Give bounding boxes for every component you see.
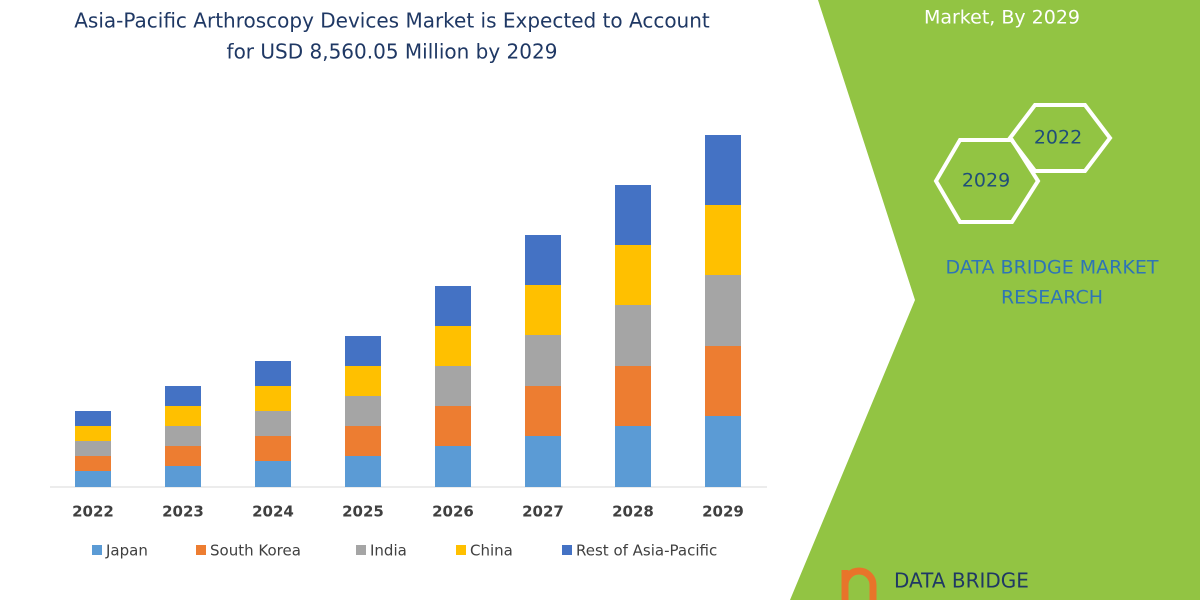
chart-title: Asia-Pacific Arthroscopy Devices Market … — [74, 9, 710, 33]
bar-segment — [345, 456, 381, 487]
bar-segment — [435, 446, 471, 487]
brand-text: RESEARCH — [1001, 287, 1103, 309]
bar-segment — [525, 285, 561, 335]
x-tick-label: 2028 — [612, 503, 654, 521]
x-tick-label: 2024 — [252, 503, 294, 521]
hexagon-label: 2022 — [1034, 127, 1082, 149]
legend-label: India — [370, 542, 407, 560]
bar-segment — [705, 416, 741, 487]
legend-swatch — [196, 545, 206, 555]
bar-segment — [255, 411, 291, 436]
x-tick-label: 2029 — [702, 503, 744, 521]
bar-segment — [75, 441, 111, 456]
brand-text: DATA BRIDGE MARKET — [946, 257, 1159, 279]
x-tick-label: 2023 — [162, 503, 204, 521]
legend-label: South Korea — [210, 542, 301, 560]
bar-segment — [255, 361, 291, 386]
bar-segment — [255, 386, 291, 411]
legend-label: China — [470, 542, 513, 560]
bar-segment — [75, 471, 111, 487]
bar-segment — [705, 205, 741, 275]
bar-segment — [165, 466, 201, 487]
bar-segment — [255, 461, 291, 487]
bar-segment — [345, 396, 381, 426]
bar-segment — [615, 245, 651, 305]
x-tick-label: 2026 — [432, 503, 474, 521]
bar-segment — [525, 335, 561, 386]
bar-segment — [435, 406, 471, 446]
bar-segment — [435, 366, 471, 406]
bar-segment — [435, 286, 471, 326]
x-tick-label: 2022 — [72, 503, 114, 521]
bar-segment — [705, 346, 741, 416]
x-tick-label: 2027 — [522, 503, 564, 521]
bar-segment — [525, 436, 561, 487]
bar-segment — [615, 305, 651, 366]
bar-segment — [435, 326, 471, 366]
hexagon-label: 2029 — [962, 170, 1010, 192]
bar-segment — [705, 275, 741, 346]
bar-segment — [525, 386, 561, 436]
legend-swatch — [562, 545, 572, 555]
hexagon — [933, 138, 1041, 224]
bar-segment — [75, 426, 111, 441]
bar-segment — [165, 386, 201, 406]
bar-segment — [75, 456, 111, 471]
legend-swatch — [92, 545, 102, 555]
bar-segment — [255, 436, 291, 461]
legend-label: Rest of Asia-Pacific — [576, 542, 717, 560]
bar-segment — [345, 366, 381, 396]
bar-segment — [615, 366, 651, 426]
bar-segment — [75, 411, 111, 426]
legend-label: Japan — [105, 542, 148, 560]
bar-segment — [165, 406, 201, 426]
x-tick-label: 2025 — [342, 503, 384, 521]
green-panel — [790, 0, 1200, 600]
logo-text: DATA BRIDGE — [894, 569, 1029, 593]
bar-segment — [525, 235, 561, 285]
bar-segment — [615, 426, 651, 487]
bar-segment — [165, 426, 201, 446]
panel-heading: Market, By 2029 — [924, 7, 1080, 29]
bar-segment — [705, 135, 741, 205]
chart-title: for USD 8,560.05 Million by 2029 — [227, 40, 558, 64]
logo-icon — [841, 567, 877, 600]
bar-segment — [615, 185, 651, 245]
bar-segment — [345, 336, 381, 366]
bar-segment — [165, 446, 201, 466]
bar-segment — [345, 426, 381, 456]
legend-swatch — [356, 545, 366, 555]
legend-swatch — [456, 545, 466, 555]
